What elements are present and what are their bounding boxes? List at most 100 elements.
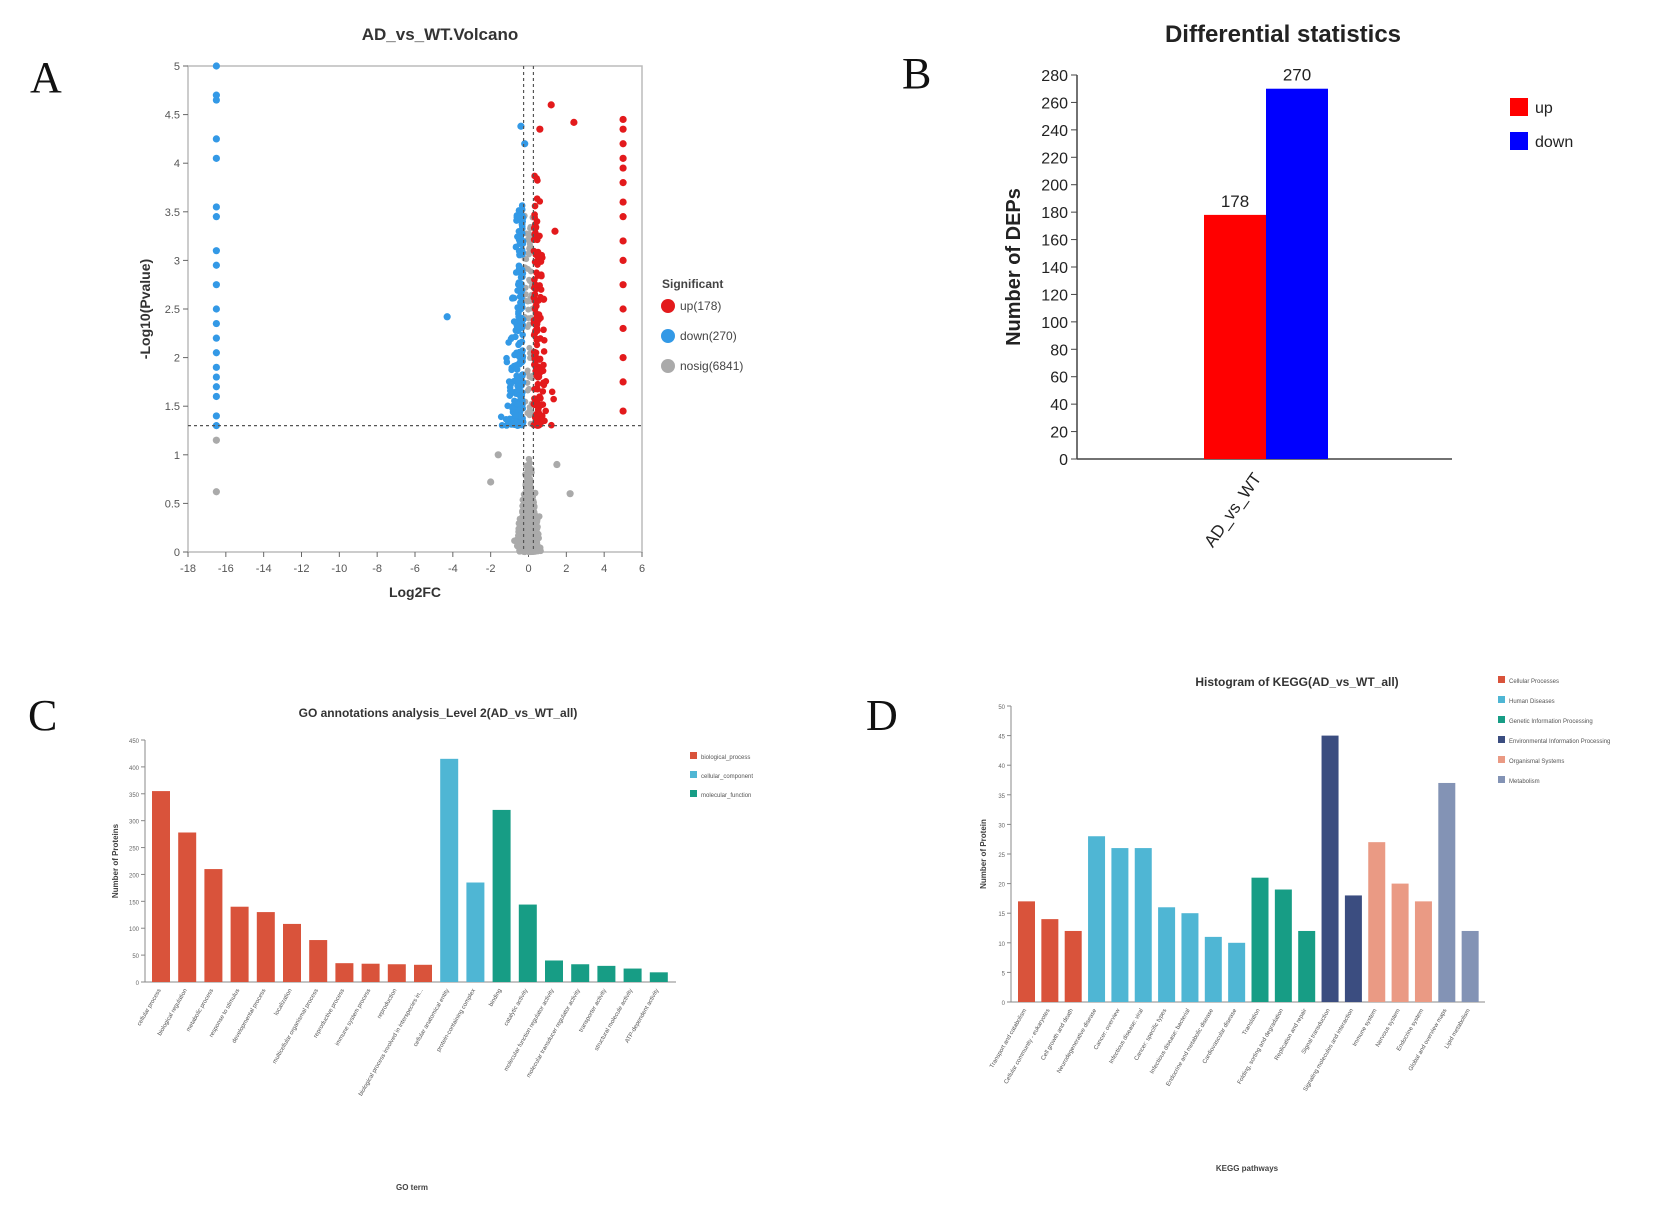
go-annotation-chart-y-label: Number of Proteins — [111, 823, 120, 898]
go-annotation-chart-y-tick-label: 0 — [136, 981, 140, 987]
down-point — [212, 96, 220, 104]
bar-category-label: cellular process — [137, 988, 163, 1027]
diffstat-y-tick-label: 40 — [1050, 397, 1068, 414]
kegg-histogram-chart-y-tick-label: 10 — [998, 942, 1005, 948]
volcano-x-tick-label: -6 — [410, 563, 420, 575]
bar-category-label: molecular transducer regulator activity — [526, 988, 582, 1079]
up-point — [550, 395, 557, 403]
go-annotation-chart-legend-swatch — [690, 752, 697, 759]
up-point — [619, 164, 627, 172]
up-point — [619, 198, 627, 206]
nosig-point — [524, 467, 532, 474]
volcano-x-tick-label: 4 — [601, 563, 607, 575]
diffstat-y-tick-label: 80 — [1050, 342, 1068, 359]
kegg-histogram-chart-y-tick-label: 30 — [998, 823, 1005, 829]
up-point — [542, 407, 550, 415]
volcano-y-label: -Log10(Pvalue) — [137, 259, 153, 359]
bar — [597, 965, 616, 982]
bar — [1181, 913, 1199, 1002]
diffstat-y-tick-label: 280 — [1041, 68, 1068, 85]
go-annotation-chart-y-tick-label: 300 — [129, 820, 140, 826]
up-point — [535, 410, 543, 417]
down-point — [212, 383, 220, 391]
kegg-histogram-chart-y-tick-label: 20 — [998, 883, 1005, 889]
up-point — [536, 355, 544, 363]
bar — [649, 972, 668, 982]
volcano-y-tick-label: 3 — [174, 255, 180, 267]
up-point — [619, 125, 627, 133]
up-point — [531, 352, 538, 360]
down-point — [212, 319, 220, 328]
kegg-histogram-chart: Histogram of KEGG(AD_vs_WT_all) 0 5 10 15 20 2… — [979, 675, 1610, 1173]
bar — [1438, 782, 1456, 1002]
nosig-point — [526, 344, 533, 351]
down-point — [518, 413, 525, 421]
down-point — [508, 334, 516, 341]
down-point — [507, 381, 515, 388]
go-annotation-chart-legend-label: cellular_component — [701, 774, 753, 780]
nosig-point — [487, 478, 495, 486]
bar — [1064, 930, 1082, 1002]
up-point — [619, 407, 627, 415]
down-point — [212, 305, 220, 313]
bar — [1251, 877, 1269, 1002]
go-annotation-chart-y-tick-label: 200 — [129, 873, 140, 879]
volcano-chart: AD_vs_WT.Volcano Log2FC -Log10(Pvalue) -18 -… — [137, 25, 743, 600]
panel-label-b: B — [902, 49, 932, 98]
nosig-point — [525, 249, 532, 256]
bar-category-label: Neurodegenerative disease — [1056, 1007, 1098, 1074]
volcano-x-tick-label: -8 — [372, 563, 382, 575]
down-point — [516, 282, 524, 289]
bar-category-label: biological regulation — [157, 988, 189, 1037]
down-point — [519, 273, 526, 281]
down-point — [513, 366, 521, 373]
diffstat-title: Differential statistics — [1165, 21, 1401, 48]
down-point — [212, 412, 220, 420]
up-point — [619, 154, 627, 162]
up-point — [537, 286, 545, 293]
volcano-x-tick-label: -16 — [218, 563, 234, 575]
up-point — [531, 395, 538, 402]
kegg-histogram-chart-legend-label: Environmental Information Processing — [1509, 739, 1610, 745]
nosig-point — [522, 538, 529, 545]
bar-value-label: 270 — [1283, 66, 1311, 85]
up-point — [540, 336, 548, 344]
down-point — [513, 323, 521, 330]
bar — [1228, 942, 1246, 1002]
kegg-histogram-chart-legend-swatch — [1498, 776, 1505, 783]
diffstat-legend-swatch — [1510, 132, 1528, 150]
up-point — [570, 118, 578, 126]
down-point — [212, 334, 220, 342]
down-point — [497, 413, 505, 421]
bar — [1368, 842, 1386, 1002]
down-point — [212, 154, 220, 162]
bar-category-label: Cellular community - eukaryotes — [1004, 1008, 1052, 1085]
volcano-x-tick-label: -10 — [331, 563, 347, 575]
volcano-x-tick-label: -2 — [486, 563, 496, 575]
up-point — [534, 315, 541, 322]
volcano-y-tick-label: 4.5 — [165, 110, 180, 122]
bar-value-label: 178 — [1221, 192, 1249, 211]
diffstat-y-tick-label: 0 — [1059, 452, 1068, 469]
diffstat-y-tick-label: 200 — [1041, 178, 1068, 195]
kegg-histogram-chart-y-tick-label: 25 — [998, 853, 1005, 859]
nosig-point — [522, 472, 530, 480]
up-point — [540, 381, 548, 389]
volcano-y-tick-label: 0.5 — [165, 498, 180, 510]
down-point — [514, 287, 521, 294]
bar — [256, 912, 275, 982]
diffstat-y-tick-label: 240 — [1041, 123, 1068, 140]
down-point — [212, 203, 220, 211]
nosig-point — [524, 491, 532, 499]
diffstat-y-tick-label: 260 — [1041, 95, 1068, 112]
up-point — [619, 213, 627, 221]
volcano-legend-marker — [661, 299, 675, 313]
down-point — [509, 405, 516, 412]
down-point — [518, 303, 526, 311]
go-annotation-chart-y-tick-label: 400 — [129, 766, 140, 772]
bar — [1088, 836, 1106, 1002]
bar-category-label: binding — [488, 988, 503, 1008]
bar — [1041, 919, 1059, 1002]
nosig-point — [523, 507, 530, 514]
go-annotation-chart-y-tick-label: 250 — [129, 847, 140, 853]
